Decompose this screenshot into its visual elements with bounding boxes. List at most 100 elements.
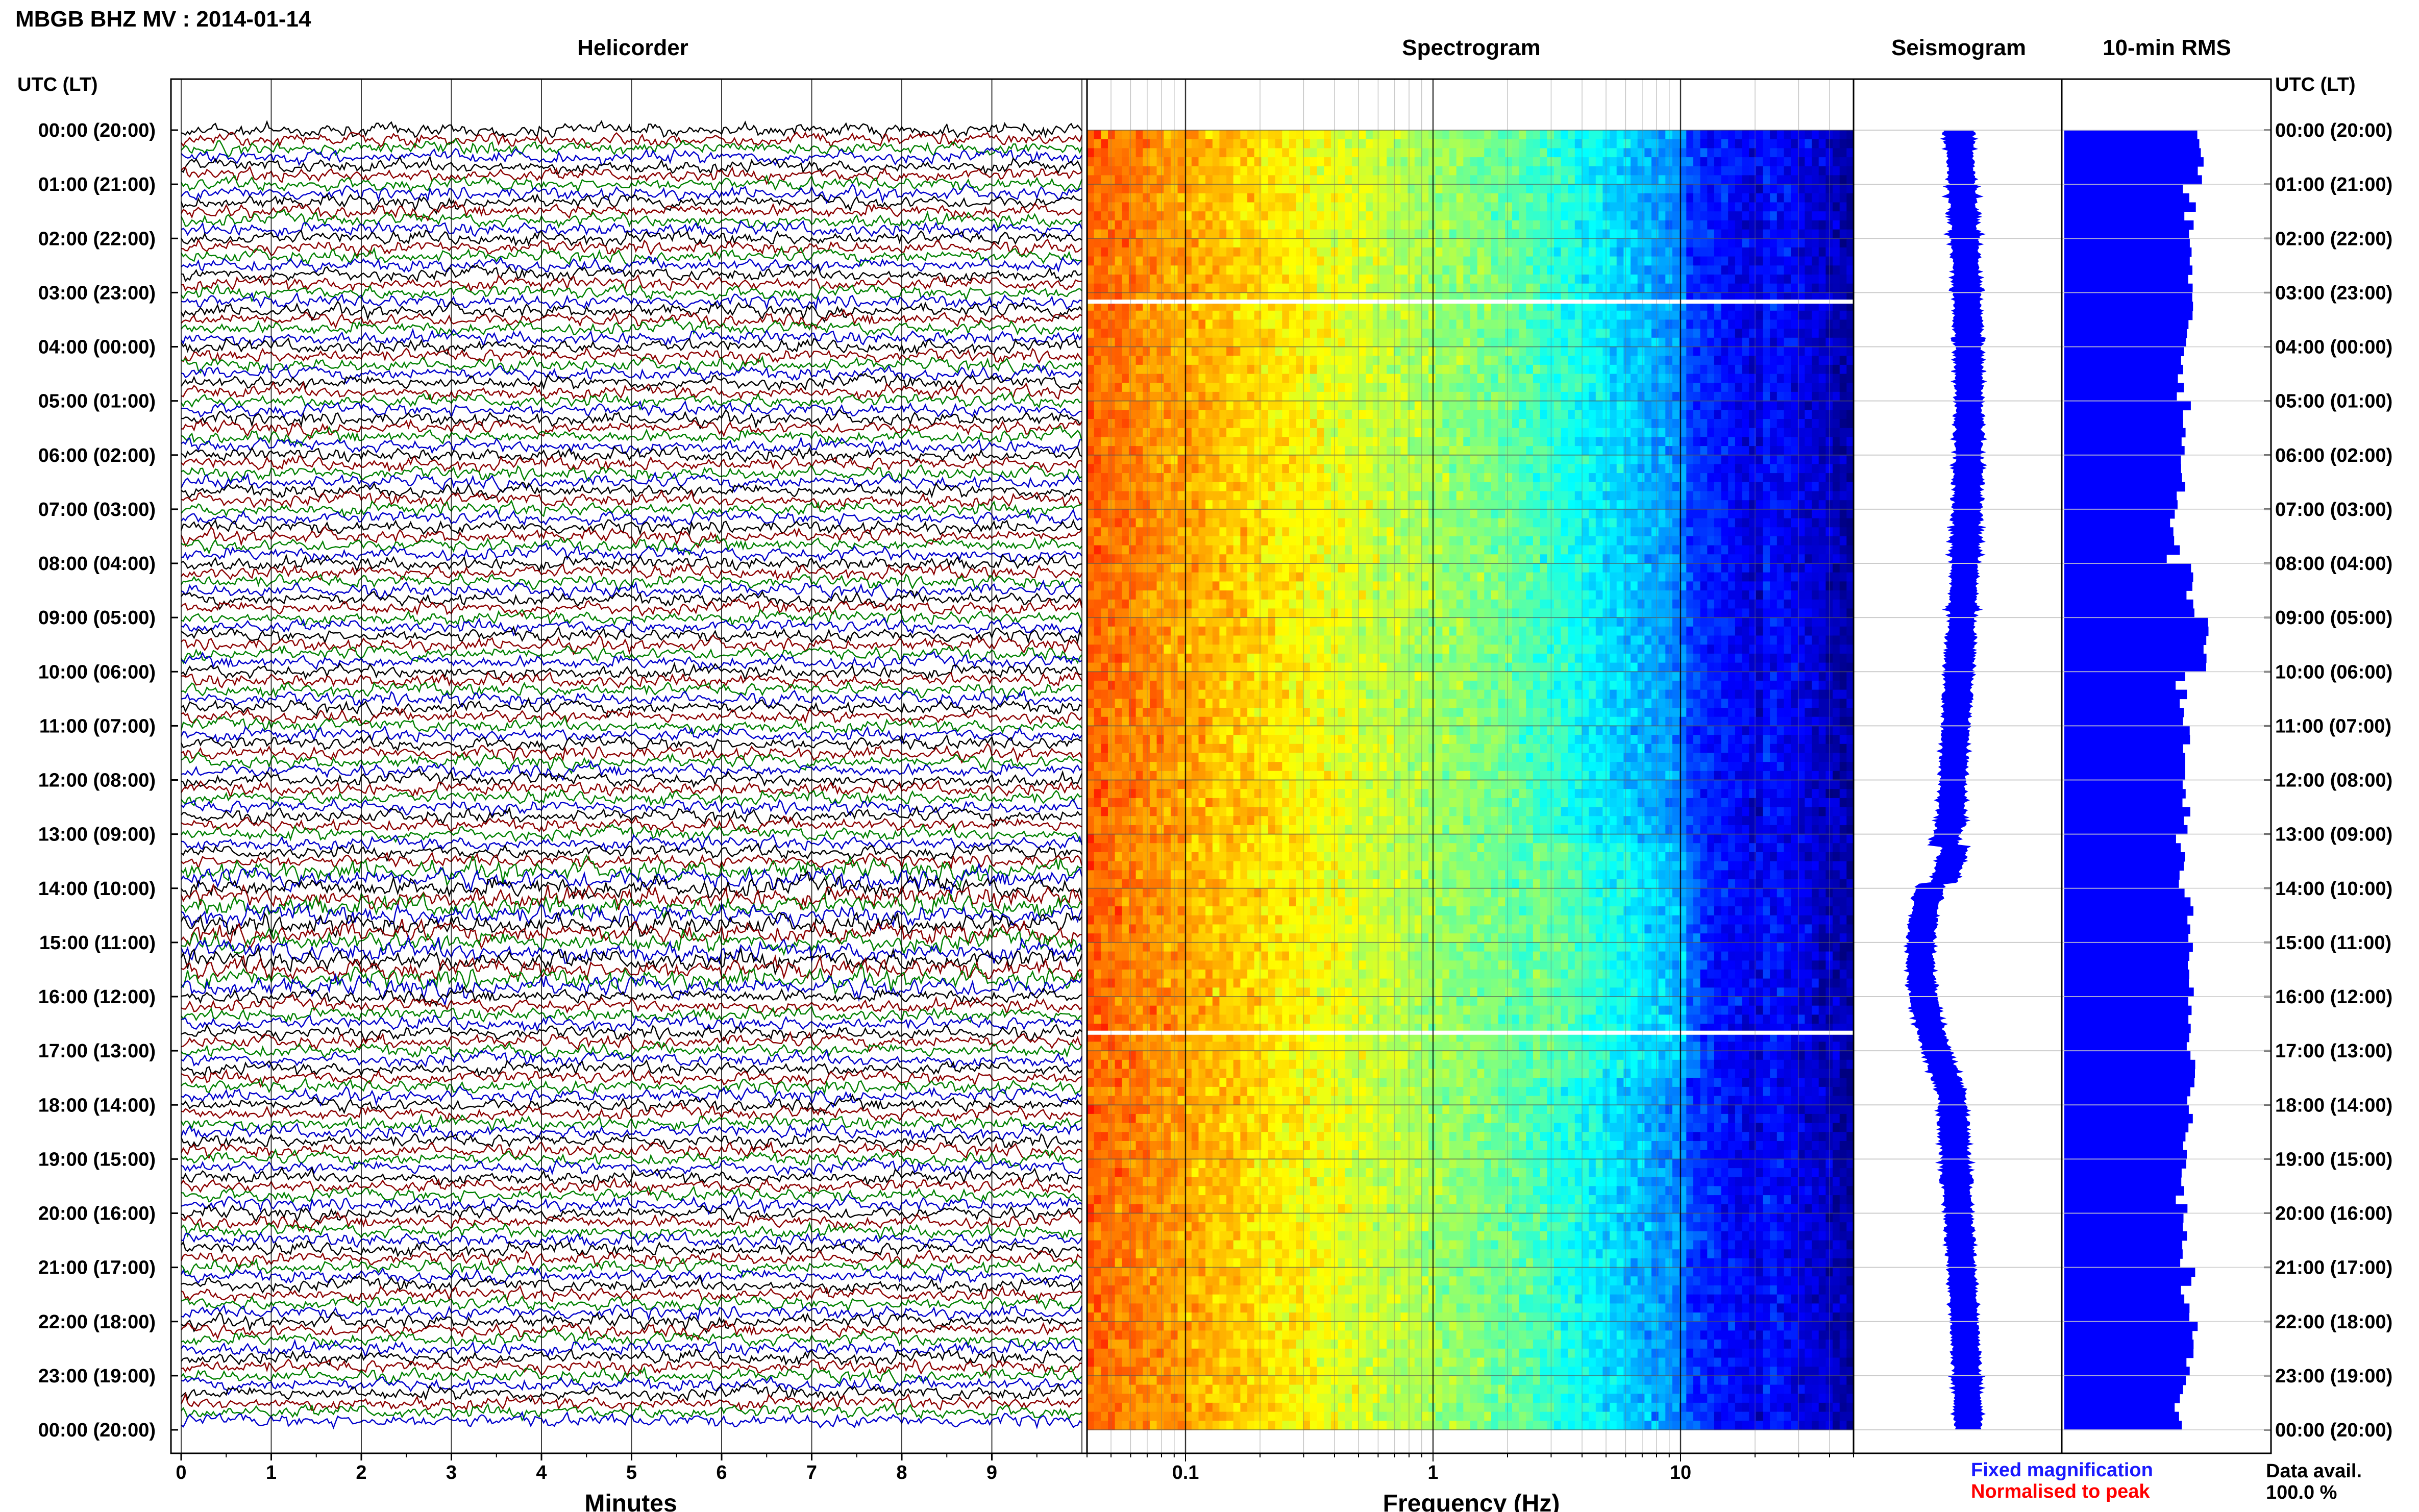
- spectrogram-cell: [1108, 157, 1116, 167]
- spectrogram-cell: [1421, 283, 1429, 293]
- spectrogram-cell: [1122, 509, 1129, 519]
- spectrogram-cell: [1463, 437, 1471, 447]
- spectrogram-cell: [1164, 275, 1171, 284]
- spectrogram-cell: [1317, 518, 1324, 528]
- spectrogram-cell: [1770, 148, 1778, 158]
- spectrogram-cell: [1310, 319, 1318, 329]
- spectrogram-cell: [1742, 482, 1749, 492]
- spectrogram-cell: [1282, 473, 1290, 483]
- spectrogram-cell: [1408, 265, 1415, 275]
- spectrogram-cell: [1359, 193, 1366, 203]
- spectrogram-cell: [1791, 401, 1798, 410]
- spectrogram-cell: [1756, 410, 1764, 419]
- spectrogram-cell: [1623, 482, 1631, 492]
- spectrogram-cell: [1240, 256, 1248, 266]
- spectrogram-cell: [1484, 275, 1492, 284]
- spectrogram-cell: [1505, 283, 1513, 293]
- spectrogram-cell: [1616, 419, 1624, 429]
- spectrogram-cell: [1825, 419, 1833, 429]
- spectrogram-cell: [1763, 193, 1770, 203]
- spectrogram-cell: [1233, 518, 1241, 528]
- spectrogram-cell: [1414, 391, 1422, 402]
- spectrogram-cell: [1372, 410, 1380, 419]
- spectrogram-cell: [1477, 491, 1485, 501]
- spectrogram-cell: [1812, 157, 1819, 167]
- spectrogram-cell: [1721, 401, 1729, 410]
- spectrogram-cell: [1742, 256, 1749, 266]
- spectrogram-cell: [1330, 139, 1339, 148]
- spectrogram-cell: [1742, 364, 1749, 375]
- spectrogram-cell: [1672, 491, 1680, 501]
- spectrogram-cell: [1589, 247, 1596, 257]
- spectrogram-cell: [1128, 337, 1137, 348]
- spectrogram-cell: [1101, 356, 1108, 365]
- spectrogram-cell: [1784, 491, 1791, 501]
- spectrogram-cell: [1198, 491, 1206, 501]
- spectrogram-cell: [1372, 157, 1380, 167]
- spectrogram-cell: [1351, 391, 1360, 402]
- spectrogram-cell: [1122, 401, 1129, 410]
- spectrogram-cell: [1812, 166, 1819, 176]
- spectrogram-cell: [1379, 229, 1387, 239]
- spectrogram-cell: [1345, 518, 1352, 528]
- spectrogram-cell: [1547, 220, 1554, 230]
- spectrogram-cell: [1128, 500, 1137, 510]
- spectrogram-cell: [1686, 455, 1694, 465]
- spectrogram-cell: [1191, 374, 1199, 383]
- spectrogram-cell: [1700, 265, 1708, 275]
- spectrogram-cell: [1637, 238, 1645, 248]
- spectrogram-cell: [1330, 130, 1339, 140]
- spectrogram-cell: [1296, 446, 1303, 456]
- spectrogram-cell: [1240, 437, 1248, 447]
- spectrogram-cell: [1644, 193, 1652, 203]
- spectrogram-cell: [1442, 329, 1450, 338]
- spectrogram-cell: [1170, 157, 1178, 167]
- spectrogram-cell: [1665, 356, 1673, 365]
- spectrogram-cell: [1595, 383, 1603, 392]
- spectrogram-cell: [1644, 220, 1652, 230]
- spectrogram-cell: [1303, 455, 1311, 465]
- spectrogram-cell: [1191, 211, 1199, 221]
- spectrogram-cell: [1400, 410, 1408, 419]
- spectrogram-cell: [1512, 229, 1520, 239]
- spectrogram-cell: [1330, 464, 1339, 474]
- spectrogram-cell: [1177, 184, 1185, 194]
- spectrogram-cell: [1693, 383, 1701, 392]
- spectrogram-cell: [1658, 283, 1666, 293]
- spectrogram-cell: [1519, 319, 1526, 329]
- spectrogram-cell: [1833, 419, 1840, 429]
- spectrogram-cell: [1338, 265, 1345, 275]
- spectrogram-cell: [1547, 518, 1554, 528]
- spectrogram-cell: [1505, 473, 1513, 483]
- spectrogram-cell: [1825, 275, 1833, 284]
- spectrogram-cell: [1602, 329, 1610, 338]
- spectrogram-cell: [1115, 211, 1122, 221]
- spectrogram-cell: [1164, 401, 1171, 410]
- spectrogram-cell: [1108, 536, 1116, 546]
- spectrogram-cell: [1602, 337, 1610, 348]
- spectrogram-cell: [1122, 202, 1129, 212]
- spectrogram-cell: [1526, 346, 1534, 356]
- spectrogram-cell: [1658, 374, 1666, 383]
- spectrogram-cell: [1742, 130, 1749, 140]
- spectrogram-cell: [1101, 302, 1108, 311]
- spectrogram-cell: [1846, 130, 1854, 140]
- spectrogram-cell: [1749, 310, 1757, 320]
- spectrogram-cell: [1282, 536, 1290, 546]
- spectrogram-cell: [1387, 455, 1394, 465]
- spectrogram-cell: [1498, 157, 1505, 167]
- spectrogram-cell: [1366, 302, 1373, 311]
- spectrogram-cell: [1735, 275, 1743, 284]
- spectrogram-cell: [1393, 527, 1401, 537]
- spectrogram-cell: [1351, 256, 1360, 266]
- spectrogram-cell: [1763, 500, 1770, 510]
- spectrogram-cell: [1700, 391, 1708, 402]
- spectrogram-cell: [1212, 410, 1220, 419]
- spectrogram-cell: [1240, 283, 1248, 293]
- spectrogram-cell: [1282, 346, 1290, 356]
- spectrogram-cell: [1589, 410, 1596, 419]
- spectrogram-cell: [1553, 500, 1562, 510]
- spectrogram-cell: [1714, 148, 1722, 158]
- spectrogram-cell: [1184, 527, 1192, 537]
- spectrogram-cell: [1714, 482, 1722, 492]
